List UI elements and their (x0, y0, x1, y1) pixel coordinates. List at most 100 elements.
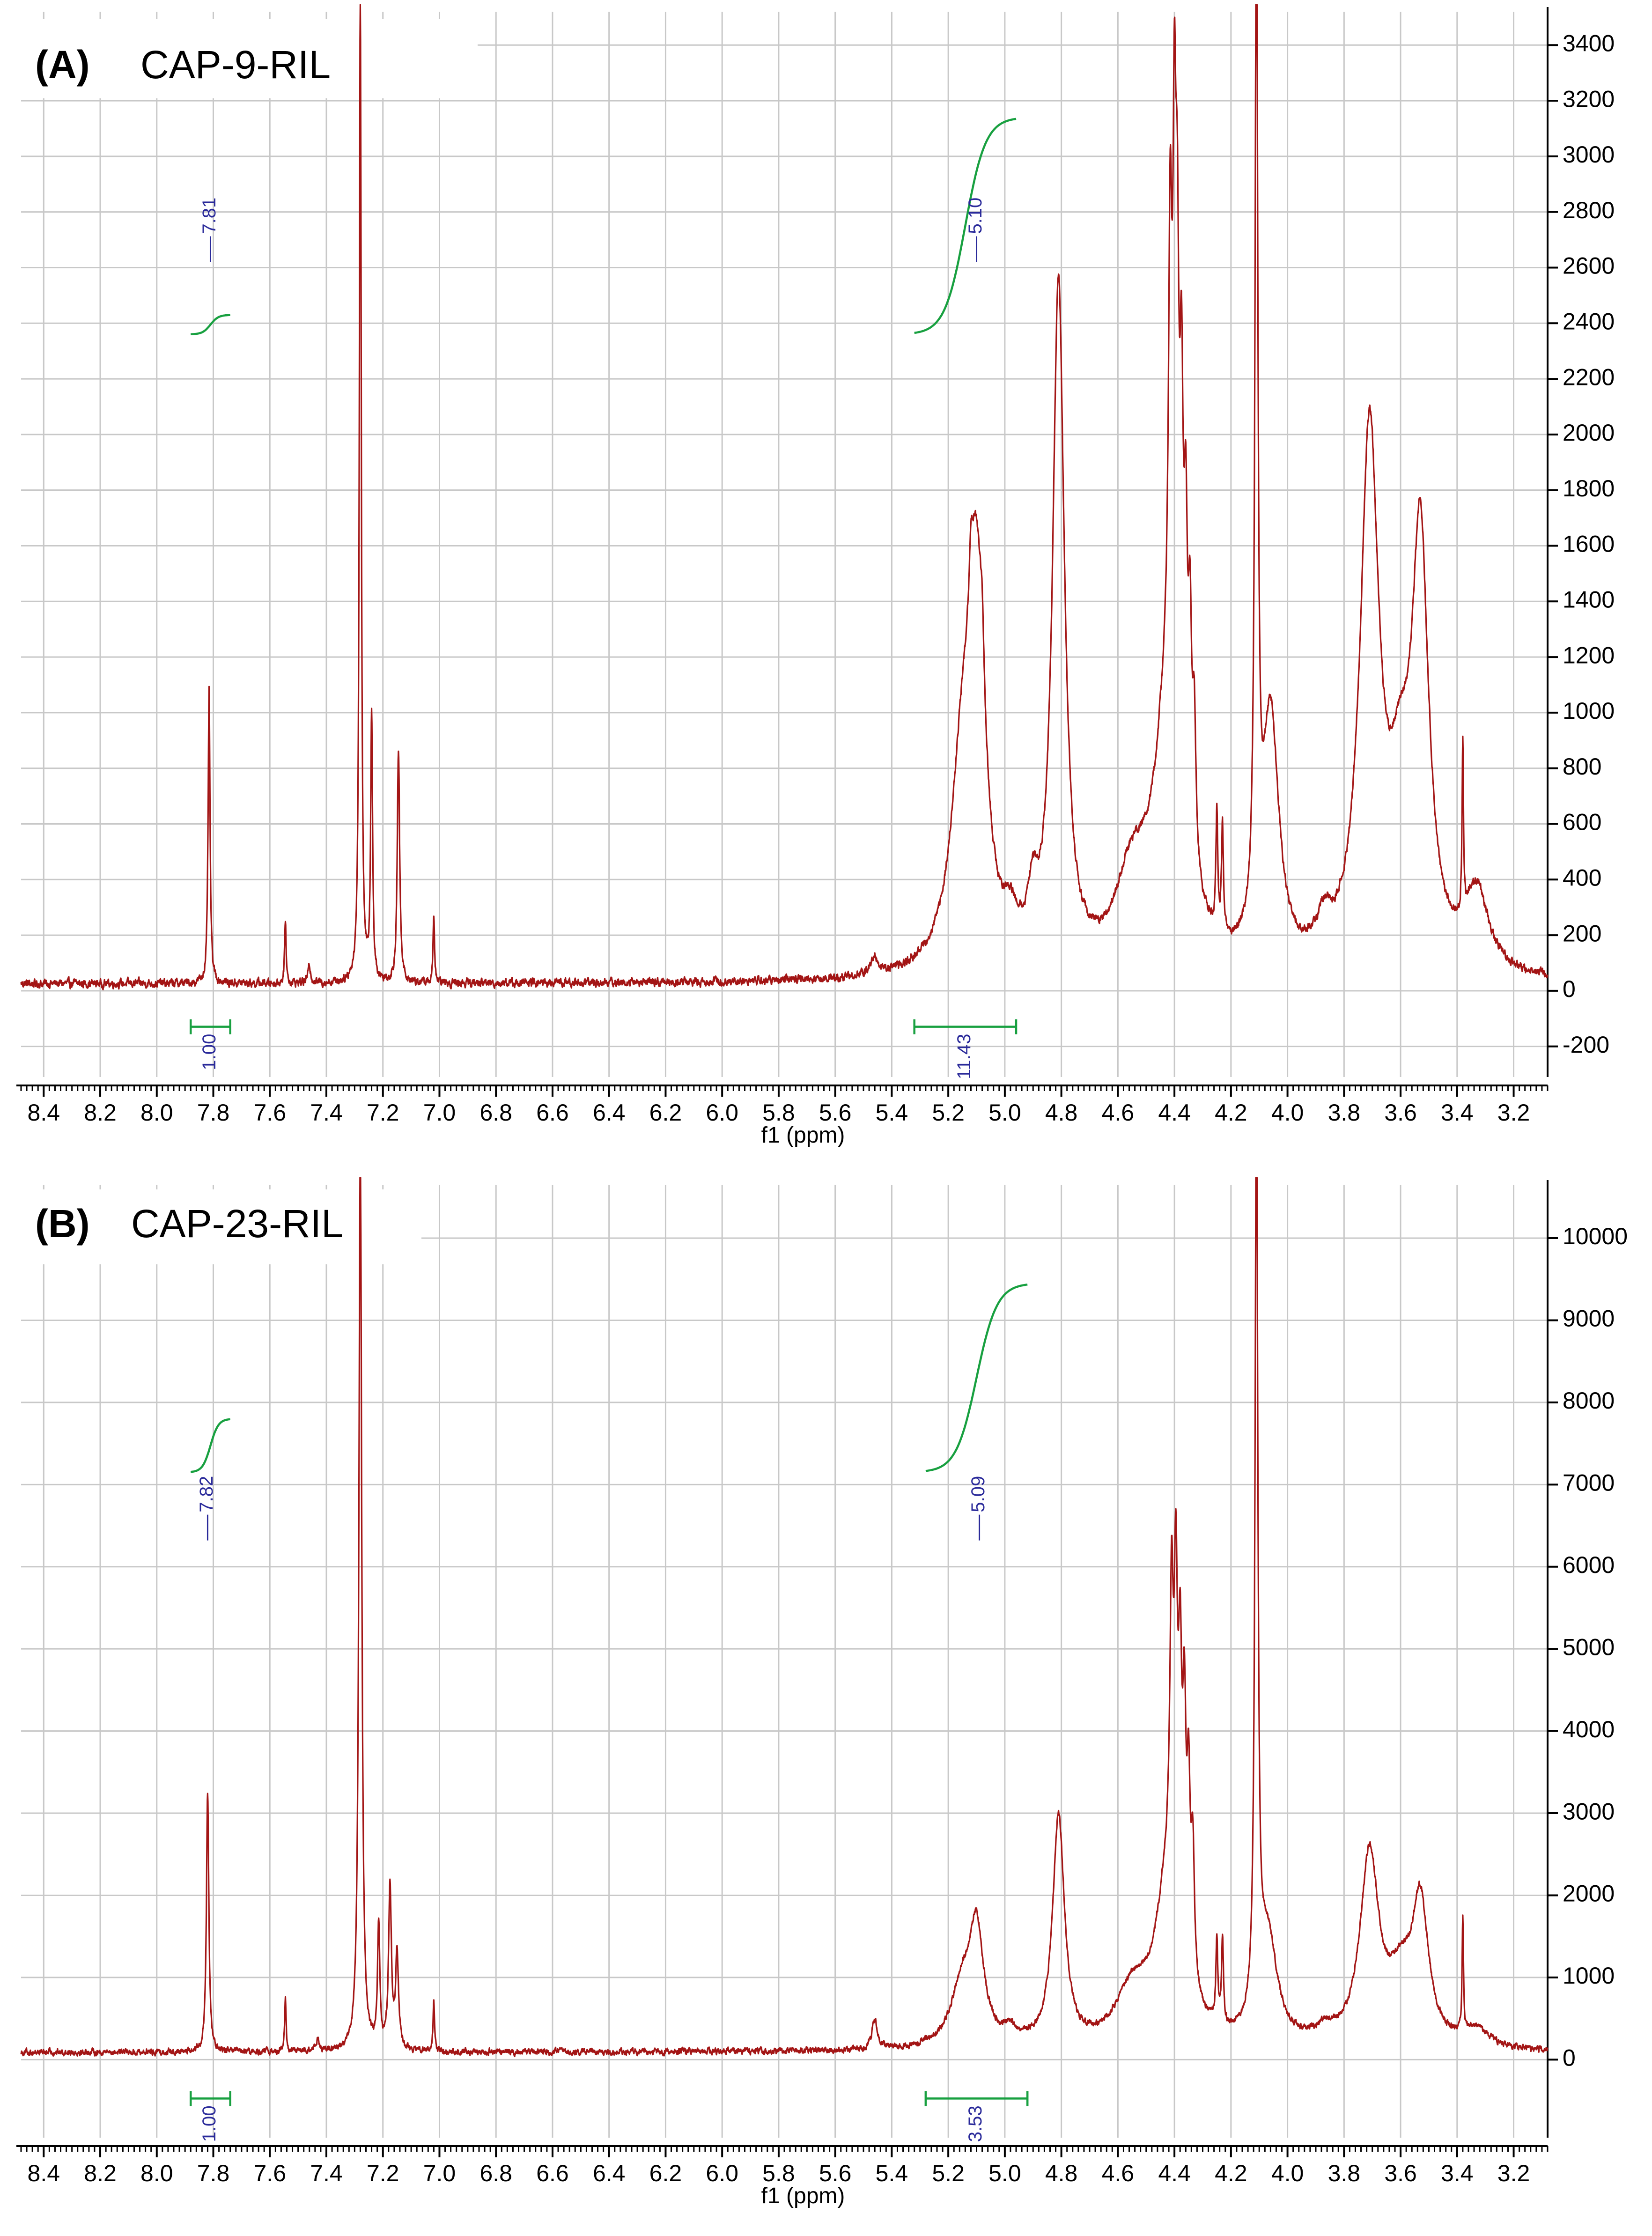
x-tick-label: 3.8 (1328, 1100, 1361, 1126)
x-tick-label: 6.0 (706, 2160, 738, 2186)
x-tick-label: 7.8 (197, 2160, 230, 2186)
title-backdrop (19, 19, 478, 98)
x-tick-label: 6.2 (649, 1100, 682, 1126)
x-tick-label: 6.2 (649, 2160, 682, 2186)
x-tick-label: 4.4 (1158, 2160, 1191, 2186)
peak-shift-label: 7.82 (196, 1476, 217, 1513)
x-tick-label: 7.2 (367, 1100, 399, 1126)
y-tick-label: -200 (1563, 1032, 1609, 1058)
x-tick-label: 6.0 (706, 1100, 738, 1126)
x-tick-label: 5.6 (819, 1100, 852, 1126)
panel-title: CAP-9-RIL (140, 43, 331, 87)
x-tick-label: 5.4 (876, 1100, 908, 1126)
x-tick-label: 4.8 (1045, 1100, 1078, 1126)
x-tick-label: 3.8 (1328, 2160, 1361, 2186)
x-tick-label: 3.2 (1497, 2160, 1530, 2186)
y-tick-label: 10000 (1563, 1223, 1628, 1249)
x-tick-label: 4.0 (1271, 2160, 1304, 2186)
y-tick-label: 3000 (1563, 141, 1615, 168)
x-tick-label: 5.8 (762, 2160, 795, 2186)
y-tick-label: 600 (1563, 809, 1601, 835)
x-tick-label: 3.2 (1497, 1100, 1530, 1126)
y-tick-label: 1600 (1563, 531, 1615, 557)
x-tick-label: 6.8 (479, 2160, 512, 2186)
integral-value-label: 3.53 (965, 2105, 986, 2142)
x-tick-label: 7.8 (197, 1100, 230, 1126)
x-tick-label: 5.0 (988, 1100, 1021, 1126)
y-tick-label: 1800 (1563, 475, 1615, 502)
integral-value-label: 1.00 (199, 1034, 220, 1070)
peak-shift-label: 7.81 (199, 198, 220, 234)
y-tick-label: 400 (1563, 864, 1601, 891)
y-tick-label: 0 (1563, 2045, 1576, 2071)
title-backdrop (19, 1189, 421, 1264)
x-tick-label: 5.2 (932, 1100, 965, 1126)
x-tick-label: 4.8 (1045, 2160, 1078, 2186)
x-tick-label: 7.0 (423, 2160, 456, 2186)
panel-letter: (B) (35, 1202, 90, 1246)
panel-a: (A) CAP-9-RIL -200 0 200 400 600 800 1000 1200 140… (16, 4, 1615, 1148)
x-tick-label: 6.6 (536, 1100, 569, 1126)
y-tick-label: 1000 (1563, 1963, 1615, 1989)
x-tick-label: 8.4 (28, 2160, 60, 2186)
x-tick-label: 4.2 (1215, 2160, 1247, 2186)
x-axis-label: f1 (ppm) (761, 2184, 845, 2208)
x-tick-label: 5.4 (876, 2160, 908, 2186)
y-tick-label: 2200 (1563, 364, 1615, 390)
x-tick-label: 8.2 (84, 2160, 117, 2186)
y-tick-label: 2000 (1563, 420, 1615, 446)
integral-value-label: 1.00 (199, 2105, 220, 2142)
x-tick-label: 6.4 (593, 1100, 626, 1126)
y-tick-label: 9000 (1563, 1306, 1615, 1332)
y-tick-label: 2600 (1563, 253, 1615, 279)
x-tick-label: 6.4 (593, 2160, 626, 2186)
integral-curve (191, 314, 230, 336)
y-tick-label: 6000 (1563, 1552, 1615, 1578)
panel-b: (B) CAP-23-RIL 0 1000 2000 3000 4000 5000 6000 70… (16, 1177, 1628, 2208)
y-tick-label: 0 (1563, 976, 1576, 1002)
integral-curve (925, 1283, 1028, 1472)
spectrum-line (20, 1177, 1549, 2058)
y-tick-label: 1000 (1563, 698, 1615, 724)
x-tick-label: 5.8 (762, 1100, 795, 1126)
y-tick-label: 1200 (1563, 642, 1615, 668)
integral-curve (191, 1418, 231, 1473)
x-tick-label: 3.4 (1441, 1100, 1474, 1126)
y-tick-label: 800 (1563, 753, 1601, 780)
y-tick-label: 8000 (1563, 1387, 1615, 1414)
x-tick-label: 3.4 (1441, 2160, 1474, 2186)
y-tick-label: 2000 (1563, 1881, 1615, 1907)
panel-title: CAP-23-RIL (131, 1202, 343, 1246)
x-tick-label: 5.0 (988, 2160, 1021, 2186)
y-tick-label: 3200 (1563, 86, 1615, 112)
y-tick-label: 1400 (1563, 586, 1615, 613)
y-tick-label: 4000 (1563, 1716, 1615, 1742)
x-tick-label: 3.6 (1384, 1100, 1417, 1126)
x-tick-label: 7.4 (310, 2160, 343, 2186)
x-tick-label: 7.2 (367, 2160, 399, 2186)
y-tick-label: 3000 (1563, 1798, 1615, 1824)
peak-shift-label: 5.09 (968, 1476, 988, 1513)
x-tick-label: 5.2 (932, 2160, 965, 2186)
x-axis-label: f1 (ppm) (761, 1123, 845, 1148)
peak-shift-label: 5.10 (965, 198, 986, 234)
x-tick-label: 5.6 (819, 2160, 852, 2186)
x-tick-label: 7.6 (254, 2160, 287, 2186)
x-tick-label: 4.2 (1215, 1100, 1247, 1126)
y-tick-label: 2800 (1563, 197, 1615, 223)
x-tick-label: 7.0 (423, 1100, 456, 1126)
integral-value-label: 11.43 (954, 1034, 974, 1079)
x-tick-label: 8.0 (140, 1100, 173, 1126)
x-tick-label: 3.6 (1384, 2160, 1417, 2186)
y-tick-label: 200 (1563, 920, 1601, 946)
x-tick-label: 4.4 (1158, 1100, 1191, 1126)
x-tick-label: 4.6 (1102, 2160, 1135, 2186)
x-tick-label: 8.2 (84, 1100, 117, 1126)
x-tick-label: 8.0 (140, 2160, 173, 2186)
y-tick-label: 2400 (1563, 308, 1615, 334)
panel-letter: (A) (35, 43, 90, 87)
x-tick-label: 4.0 (1271, 1100, 1304, 1126)
x-tick-label: 4.6 (1102, 1100, 1135, 1126)
x-tick-label: 6.6 (536, 2160, 569, 2186)
